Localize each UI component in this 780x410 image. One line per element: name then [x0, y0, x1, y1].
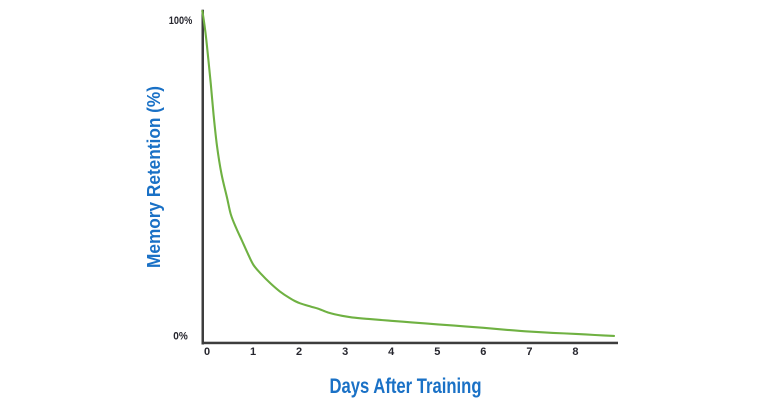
svg-text:Memory Retention (%): Memory Retention (%)	[144, 86, 164, 268]
svg-text:2: 2	[296, 346, 302, 358]
svg-text:0%: 0%	[173, 331, 188, 343]
svg-text:100%: 100%	[169, 15, 193, 27]
svg-text:1: 1	[250, 346, 256, 358]
svg-text:4: 4	[388, 346, 395, 358]
svg-text:6: 6	[480, 346, 486, 358]
svg-text:0: 0	[204, 346, 210, 358]
svg-text:7: 7	[526, 346, 532, 358]
svg-text:Days After Training: Days After Training	[330, 374, 482, 398]
svg-text:8: 8	[572, 346, 578, 358]
svg-text:5: 5	[434, 346, 440, 358]
svg-text:3: 3	[342, 346, 348, 358]
